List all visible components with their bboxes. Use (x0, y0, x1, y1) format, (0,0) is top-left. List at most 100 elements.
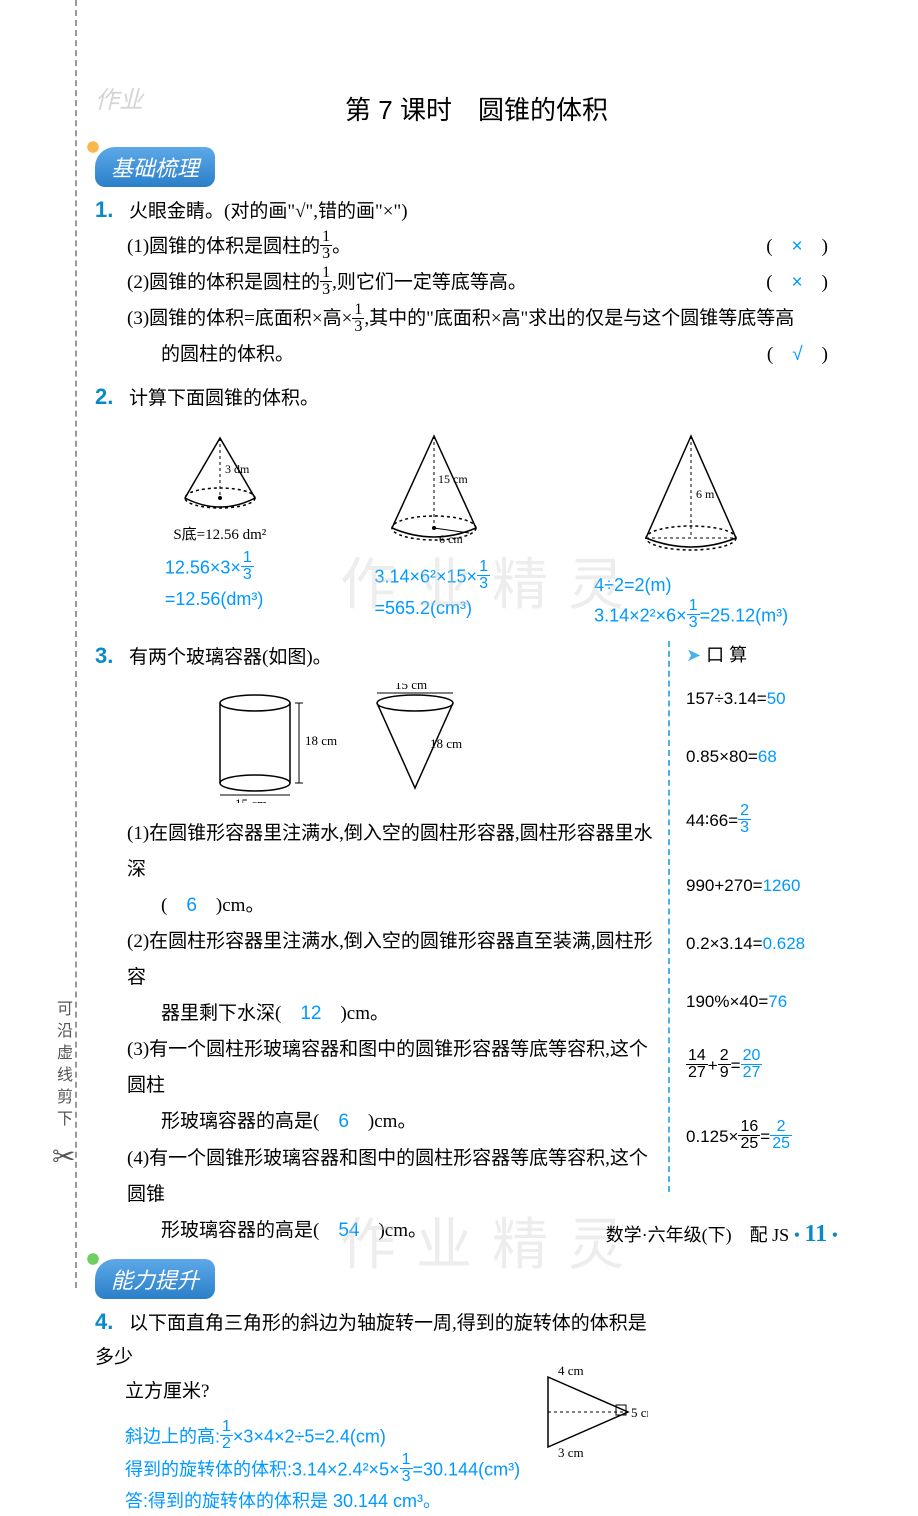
text: 有一个圆锥形玻璃容器和图中的圆柱形容器等底等容积,这个圆锥 (127, 1148, 648, 1205)
section-skill: 能力提升 (95, 1259, 658, 1299)
svg-text:18 cm: 18 cm (305, 733, 337, 748)
q2-number: 2. (95, 384, 125, 410)
cone-1-base: S底=12.56 dm² (165, 523, 275, 544)
paren-l: ( (766, 272, 772, 293)
question-1: 1. 火眼金睛。(对的画"√",错的画"×") (1)圆锥的体积是圆柱的13。 … (95, 195, 858, 374)
q1-3-text-b: ,其中的"底面积×高"求出的仅是与这个圆锥等底等高 (364, 308, 794, 329)
mental-7: 1427+29=2027 (686, 1050, 858, 1083)
blank-l: 形玻璃容器的高是( (161, 1111, 338, 1132)
q1-3-prefix: (3) (127, 308, 149, 329)
q1-2-text: 圆锥的体积是圆柱的 (149, 272, 320, 293)
blank-r: )cm。 (359, 1220, 427, 1241)
svg-text:4 m: 4 m (649, 428, 668, 431)
mental-math-box: 口 算 157÷3.14=50 0.85×80=68 44∶66=23 990+… (668, 641, 858, 1192)
mental-8: 0.125×1625=225 (686, 1121, 858, 1154)
svg-text:3 cm: 3 cm (558, 1445, 584, 1460)
frac-d: 3 (320, 282, 332, 298)
scissors-icon: ✂ (52, 1140, 75, 1174)
q1-3-text-a: 圆锥的体积=底面积×高× (149, 308, 352, 329)
paren-l: ( (767, 344, 773, 365)
svg-text:6 cm: 6 cm (439, 532, 463, 546)
q1-1-answer: × (792, 236, 803, 257)
svg-text:3 dm: 3 dm (225, 462, 250, 476)
cut-line (75, 0, 77, 1288)
mental-3: 44∶66=23 (686, 805, 858, 838)
question-2: 2. 计算下面圆锥的体积。 3 dm S底=12.56 dm² 12.56×3×… (95, 382, 858, 633)
answer: 6 (338, 1111, 349, 1132)
q4-triangle: 4 cm 3 cm 5 cm (528, 1357, 648, 1467)
svg-text:4 cm: 4 cm (558, 1363, 584, 1378)
q3-title: 有两个玻璃容器(如图)。 (129, 647, 332, 668)
question-3-row: 3. 有两个玻璃容器(如图)。 18 cm 15 cm (95, 641, 858, 1516)
q1-item-1: (1)圆锥的体积是圆柱的13。 ( × ) (127, 229, 858, 265)
svg-text:15 cm: 15 cm (395, 683, 427, 692)
blank-l: 形玻璃容器的高是( (161, 1220, 338, 1241)
cone-3-svg: 4 m 6 m (621, 428, 761, 558)
svg-text:5 cm: 5 cm (631, 1405, 648, 1420)
frac-d: 3 (320, 246, 332, 262)
answer: 6 (186, 895, 197, 916)
q1-title: 火眼金睛。(对的画"√",错的画"×") (129, 201, 408, 222)
mental-5: 0.2×3.14=0.628 (686, 934, 858, 954)
prefix: (3) (127, 1039, 149, 1060)
page-number: 11 (805, 1221, 828, 1247)
mental-6: 190%×40=76 (686, 992, 858, 1012)
q1-2-suffix: ,则它们一定等底等高。 (332, 272, 527, 293)
blank-r: )cm。 (321, 1003, 389, 1024)
paren-r: ) (822, 236, 828, 257)
q3-number: 3. (95, 643, 125, 669)
frac-n: 1 (320, 229, 332, 246)
frac-n: 1 (352, 302, 364, 319)
paren-r: ) (822, 272, 828, 293)
paren-l: ( (766, 236, 772, 257)
prefix: (2) (127, 931, 149, 952)
cone-3-calc: 4÷2=2(m) 3.14×2²×6×13=25.12(m³) (594, 571, 788, 633)
q3-figure: 18 cm 15 cm 15 cm 18 cm (195, 683, 658, 808)
mental-1: 157÷3.14=50 (686, 689, 858, 709)
question-3: 3. 有两个玻璃容器(如图)。 18 cm 15 cm (95, 641, 658, 1516)
cone-1-svg: 3 dm (165, 428, 275, 518)
prefix: (1) (127, 823, 149, 844)
mental-2: 0.85×80=68 (686, 747, 858, 767)
svg-text:6 m: 6 m (696, 487, 715, 501)
svg-text:15 cm: 15 cm (438, 472, 468, 486)
cone-2-svg: 15 cm 6 cm (374, 428, 494, 548)
text: 在圆柱形容器里注满水,倒入空的圆锥形容器直至装满,圆柱形容 (127, 931, 653, 988)
blank-r: )cm。 (197, 895, 265, 916)
badge-skill: 能力提升 (95, 1259, 215, 1299)
blank-r: )cm。 (349, 1111, 417, 1132)
page-footer: 数学·六年级(下) 配 JS • 11 • (606, 1221, 838, 1248)
q1-2-prefix: (2) (127, 272, 149, 293)
q4-title-b: 立方厘米? (125, 1381, 209, 1402)
question-4: 4. 以下面直角三角形的斜边为轴旋转一周,得到的旋转体的体积是多少 立方厘米? … (95, 1307, 658, 1516)
cone-1: 3 dm S底=12.56 dm² 12.56×3×13 =12.56(dm³) (165, 428, 275, 633)
text: 有一个圆柱形玻璃容器和图中的圆锥形容器等底等容积,这个圆柱 (127, 1039, 648, 1096)
frac-n: 1 (320, 265, 332, 282)
q2-title: 计算下面圆锥的体积。 (129, 388, 319, 409)
svg-text:15 cm: 15 cm (235, 796, 267, 803)
q1-1-prefix: (1) (127, 236, 149, 257)
blank-l: 器里剩下水深( (161, 1003, 300, 1024)
answer: 12 (300, 1003, 321, 1024)
svg-text:18 cm: 18 cm (430, 736, 462, 751)
q1-1-suffix: 。 (332, 236, 351, 257)
q3-item-2: (2)在圆柱形容器里注满水,倒入空的圆锥形容器直至装满,圆柱形容 器里剩下水深(… (127, 924, 658, 1032)
lesson-title: 第 7 课时 圆锥的体积 (95, 90, 858, 127)
q3-item-1: (1)在圆锥形容器里注满水,倒入空的圆柱形容器,圆柱形容器里水深 ( 6 )cm… (127, 816, 658, 924)
section-basic: 基础梳理 (95, 147, 858, 187)
badge-basic: 基础梳理 (95, 147, 215, 187)
prefix: (4) (127, 1148, 149, 1169)
q1-3-answer: √ (792, 344, 802, 365)
q1-item-3: (3)圆锥的体积=底面积×高×13,其中的"底面积×高"求出的仅是与这个圆锥等底… (127, 301, 858, 373)
cone-2: 15 cm 6 cm 3.14×6²×15×13 =565.2(cm³) (374, 428, 494, 633)
watermark-top: 作业 (95, 80, 143, 115)
cut-label: 可沿虚线剪下 (50, 1000, 74, 1132)
text: 在圆锥形容器里注满水,倒入空的圆柱形容器,圆柱形容器里水深 (127, 823, 653, 880)
mental-title: 口 算 (686, 641, 858, 667)
q1-item-2: (2)圆锥的体积是圆柱的13,则它们一定等底等高。 ( × ) (127, 265, 858, 301)
footer-text: 数学·六年级(下) 配 JS (606, 1225, 790, 1245)
q1-2-answer: × (792, 272, 803, 293)
answer: 54 (338, 1220, 359, 1241)
q1-3-text-c: 的圆柱的体积。 (161, 344, 294, 365)
q3-item-3: (3)有一个圆柱形玻璃容器和图中的圆锥形容器等底等容积,这个圆柱 形玻璃容器的高… (127, 1032, 658, 1140)
